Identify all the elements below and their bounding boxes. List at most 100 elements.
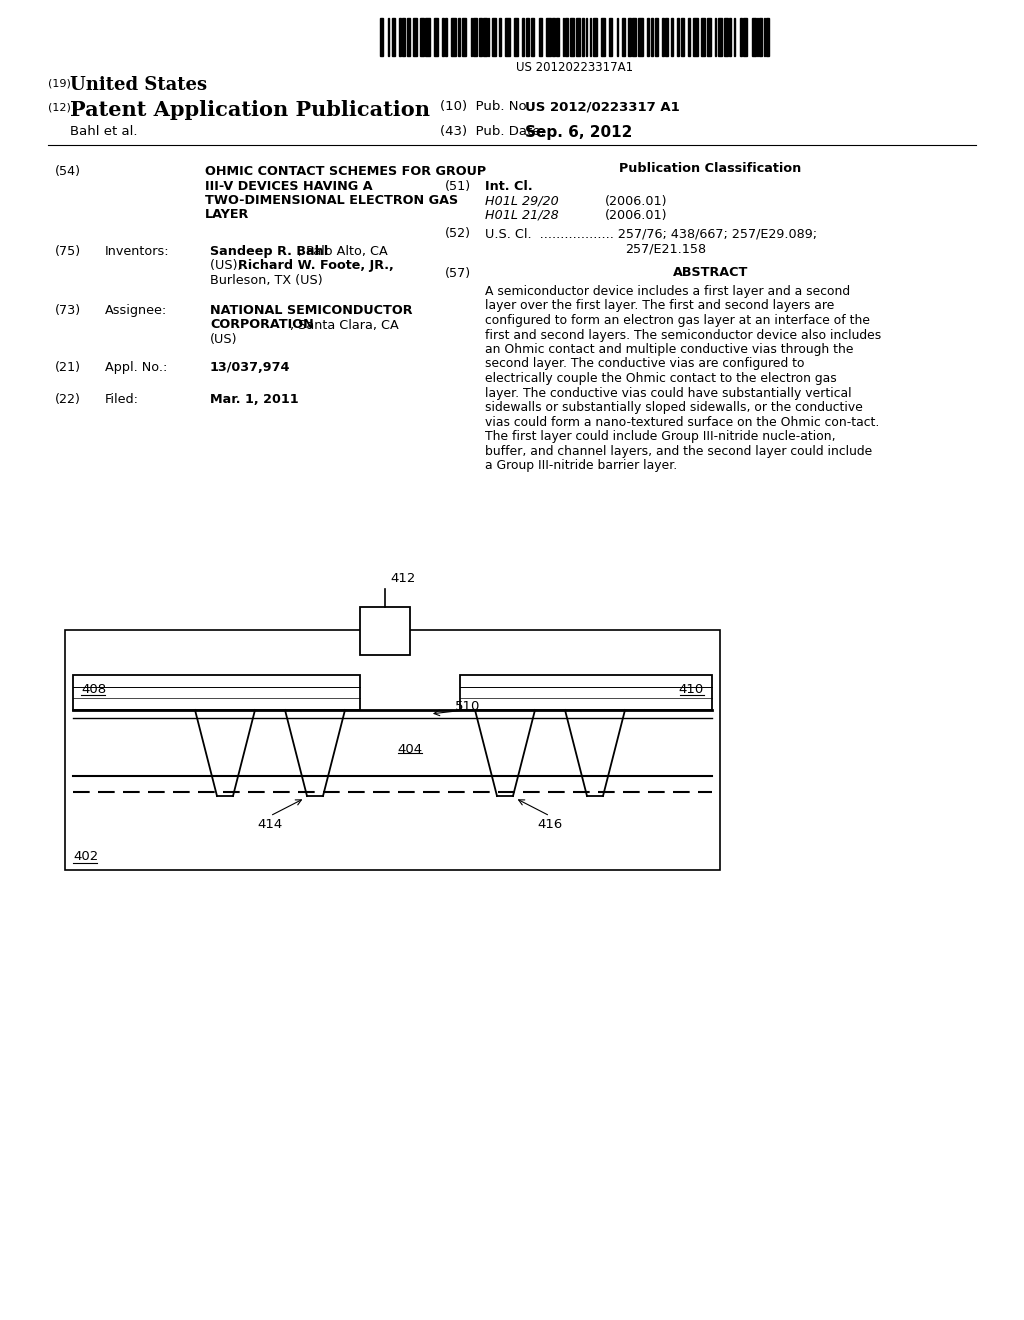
Text: layer over the first layer. The first and second layers are: layer over the first layer. The first an… xyxy=(485,300,835,313)
Bar xyxy=(715,18,716,55)
Bar xyxy=(651,18,653,55)
Bar xyxy=(380,18,383,55)
Text: US 2012/0223317 A1: US 2012/0223317 A1 xyxy=(525,100,680,114)
Bar xyxy=(666,18,669,55)
Text: (US);: (US); xyxy=(210,260,246,272)
Text: Publication Classification: Publication Classification xyxy=(620,162,802,176)
Text: (51): (51) xyxy=(445,180,471,193)
Bar xyxy=(671,18,673,55)
Bar xyxy=(590,18,591,55)
Text: (10)  Pub. No.:: (10) Pub. No.: xyxy=(440,100,535,114)
Bar xyxy=(65,630,720,870)
Text: (2006.01): (2006.01) xyxy=(605,194,668,207)
Text: second layer. The conductive vias are configured to: second layer. The conductive vias are co… xyxy=(485,358,805,371)
Text: (43)  Pub. Date:: (43) Pub. Date: xyxy=(440,125,545,139)
Bar xyxy=(622,18,626,55)
Bar xyxy=(425,18,430,55)
Bar xyxy=(693,18,697,55)
Bar xyxy=(734,18,735,55)
Text: LAYER: LAYER xyxy=(205,209,249,222)
Bar xyxy=(407,18,411,55)
Bar xyxy=(493,18,496,55)
Text: layer. The conductive vias could have substantially vertical: layer. The conductive vias could have su… xyxy=(485,387,852,400)
Bar xyxy=(434,18,438,55)
Text: U.S. Cl.  .................. 257/76; 438/667; 257/E29.089;: U.S. Cl. .................. 257/76; 438/… xyxy=(485,227,817,240)
Bar xyxy=(655,18,657,55)
Text: configured to form an electron gas layer at an interface of the: configured to form an electron gas layer… xyxy=(485,314,870,327)
Text: 510: 510 xyxy=(455,700,480,713)
Bar xyxy=(556,18,559,55)
Bar xyxy=(766,18,769,55)
Text: The first layer could include Group III-nitride nucle-ation,: The first layer could include Group III-… xyxy=(485,430,836,444)
Bar xyxy=(681,18,684,55)
Text: (19): (19) xyxy=(48,78,71,88)
Bar xyxy=(360,607,410,655)
Text: 404: 404 xyxy=(397,743,423,756)
Text: an Ohmic contact and multiple conductive vias through the: an Ohmic contact and multiple conductive… xyxy=(485,343,853,356)
Text: Burleson, TX (US): Burleson, TX (US) xyxy=(210,275,323,286)
Text: (21): (21) xyxy=(55,360,81,374)
Text: (52): (52) xyxy=(445,227,471,240)
Bar xyxy=(587,18,588,55)
Bar xyxy=(565,18,568,55)
Bar xyxy=(462,18,466,55)
Bar xyxy=(593,18,597,55)
Bar xyxy=(616,18,617,55)
Bar xyxy=(392,18,395,55)
Text: US 20120223317A1: US 20120223317A1 xyxy=(516,61,634,74)
Text: Filed:: Filed: xyxy=(105,393,139,407)
Text: 257/E21.158: 257/E21.158 xyxy=(625,242,707,255)
Bar xyxy=(677,18,679,55)
Text: 13/037,974: 13/037,974 xyxy=(210,360,291,374)
Bar xyxy=(757,18,758,55)
Text: buffer, and channel layers, and the second layer could include: buffer, and channel layers, and the seco… xyxy=(485,445,872,458)
Text: Int. Cl.: Int. Cl. xyxy=(485,180,532,193)
Bar xyxy=(387,18,389,55)
Bar xyxy=(562,18,563,55)
Bar xyxy=(708,18,711,55)
Text: Sep. 6, 2012: Sep. 6, 2012 xyxy=(525,125,633,140)
Bar xyxy=(552,18,555,55)
Text: ABSTRACT: ABSTRACT xyxy=(673,267,749,280)
Text: vias could form a nano-textured surface on the Ohmic con-tact.: vias could form a nano-textured surface … xyxy=(485,416,880,429)
Bar xyxy=(601,18,605,55)
Text: (75): (75) xyxy=(55,246,81,257)
Text: III-V DEVICES HAVING A: III-V DEVICES HAVING A xyxy=(205,180,373,193)
Text: TWO-DIMENSIONAL ELECTRON GAS: TWO-DIMENSIONAL ELECTRON GAS xyxy=(205,194,458,207)
Bar xyxy=(609,18,612,55)
Text: (US): (US) xyxy=(210,333,238,346)
Bar xyxy=(482,18,487,55)
Bar xyxy=(521,18,523,55)
Text: NATIONAL SEMICONDUCTOR: NATIONAL SEMICONDUCTOR xyxy=(210,304,413,317)
Text: Appl. No.:: Appl. No.: xyxy=(105,360,167,374)
Text: electrically couple the Ohmic contact to the electron gas: electrically couple the Ohmic contact to… xyxy=(485,372,837,385)
Bar xyxy=(759,18,763,55)
Text: 412: 412 xyxy=(390,572,416,585)
Bar xyxy=(575,18,580,55)
Text: first and second layers. The semiconductor device also includes: first and second layers. The semiconduct… xyxy=(485,329,882,342)
Bar xyxy=(539,18,542,55)
Bar xyxy=(401,18,404,55)
Bar xyxy=(452,18,456,55)
Bar xyxy=(471,18,472,55)
Bar xyxy=(570,18,574,55)
Bar xyxy=(764,18,765,55)
Text: (57): (57) xyxy=(445,267,471,280)
Bar xyxy=(460,675,712,710)
Text: (22): (22) xyxy=(55,393,81,407)
Bar xyxy=(488,18,489,55)
Text: a Group III-nitride barrier layer.: a Group III-nitride barrier layer. xyxy=(485,459,677,473)
Bar xyxy=(638,18,642,55)
Bar xyxy=(582,18,584,55)
Bar xyxy=(444,18,447,55)
Bar xyxy=(526,18,529,55)
Bar xyxy=(73,675,360,710)
Bar xyxy=(505,18,510,55)
Text: Assignee:: Assignee: xyxy=(105,304,167,317)
Bar xyxy=(718,18,723,55)
Bar xyxy=(724,18,728,55)
Bar xyxy=(629,18,631,55)
Text: (54): (54) xyxy=(55,165,81,178)
Bar xyxy=(441,18,443,55)
Bar xyxy=(688,18,690,55)
